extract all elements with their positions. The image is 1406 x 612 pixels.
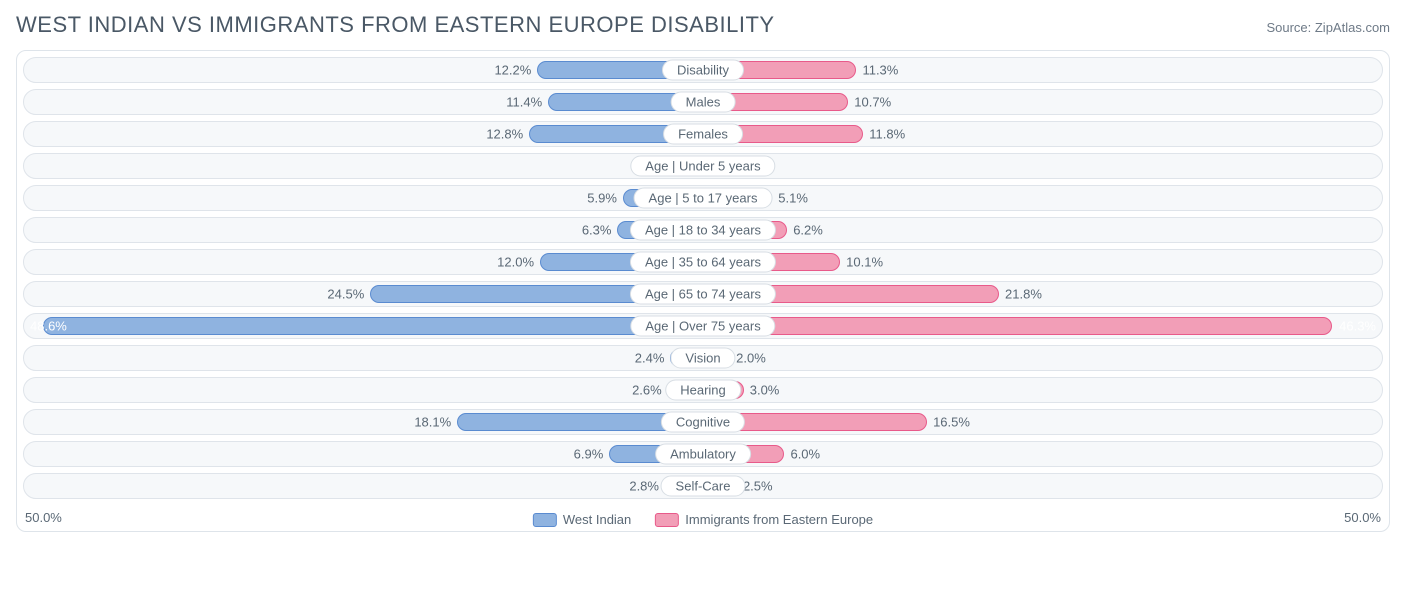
axis-max-right: 50.0% — [1344, 510, 1381, 525]
value-right: 2.0% — [736, 351, 766, 366]
value-right: 5.1% — [778, 191, 808, 206]
value-left: 6.9% — [574, 447, 604, 462]
category-label: Hearing — [665, 380, 741, 401]
value-left: 24.5% — [327, 287, 364, 302]
value-left: 6.3% — [582, 223, 612, 238]
category-label: Cognitive — [661, 412, 745, 433]
category-label: Males — [671, 92, 736, 113]
value-right: 6.2% — [793, 223, 823, 238]
category-label: Vision — [670, 348, 735, 369]
chart-row: 12.0% 10.1% Age | 35 to 64 years — [23, 249, 1383, 275]
chart-row: 6.9% 6.0% Ambulatory — [23, 441, 1383, 467]
value-right: 16.5% — [933, 415, 970, 430]
legend-swatch-right — [655, 513, 679, 527]
chart-title: WEST INDIAN VS IMMIGRANTS FROM EASTERN E… — [16, 12, 775, 38]
value-left: 18.1% — [414, 415, 451, 430]
value-left: 5.9% — [587, 191, 617, 206]
value-right: 11.8% — [869, 127, 905, 142]
category-label: Age | 18 to 34 years — [630, 220, 776, 241]
chart-row: 18.1% 16.5% Cognitive — [23, 409, 1383, 435]
value-left: 48.6% — [30, 319, 67, 334]
category-label: Age | Under 5 years — [630, 156, 775, 177]
category-label: Age | 5 to 17 years — [634, 188, 773, 209]
value-right: 2.5% — [743, 479, 773, 494]
legend: West Indian Immigrants from Eastern Euro… — [533, 512, 873, 527]
chart-row: 48.6% 46.3% Age | Over 75 years — [23, 313, 1383, 339]
chart-footer: 50.0% West Indian Immigrants from Easter… — [23, 503, 1383, 527]
value-right: 6.0% — [790, 447, 820, 462]
value-left: 11.4% — [506, 95, 542, 110]
legend-item-left: West Indian — [533, 512, 631, 527]
category-label: Ambulatory — [655, 444, 751, 465]
chart-row: 24.5% 21.8% Age | 65 to 74 years — [23, 281, 1383, 307]
legend-label-right: Immigrants from Eastern Europe — [685, 512, 873, 527]
chart-row: 11.4% 10.7% Males — [23, 89, 1383, 115]
category-label: Age | 35 to 64 years — [630, 252, 776, 273]
value-left: 12.2% — [494, 63, 531, 78]
category-label: Age | Over 75 years — [630, 316, 775, 337]
value-right: 21.8% — [1005, 287, 1042, 302]
value-right: 11.3% — [862, 63, 898, 78]
value-right: 46.3% — [1339, 319, 1376, 334]
category-label: Disability — [662, 60, 744, 81]
chart-row: 2.4% 2.0%Vision — [23, 345, 1383, 371]
value-left: 2.4% — [635, 351, 665, 366]
chart-row: 12.8% 11.8% Females — [23, 121, 1383, 147]
value-right: 10.7% — [854, 95, 891, 110]
value-right: 3.0% — [750, 383, 780, 398]
chart-row: 12.2% 11.3% Disability — [23, 57, 1383, 83]
legend-item-right: Immigrants from Eastern Europe — [655, 512, 873, 527]
chart-row: 5.9% 5.1% Age | 5 to 17 years — [23, 185, 1383, 211]
category-label: Age | 65 to 74 years — [630, 284, 776, 305]
category-label: Females — [663, 124, 743, 145]
chart-row: 2.6% 3.0% Hearing — [23, 377, 1383, 403]
value-left: 12.0% — [497, 255, 534, 270]
legend-label-left: West Indian — [563, 512, 631, 527]
axis-max-left: 50.0% — [25, 510, 62, 525]
bar-right — [703, 317, 1332, 335]
chart-row: 1.1%1.2%Age | Under 5 years — [23, 153, 1383, 179]
legend-swatch-left — [533, 513, 557, 527]
chart-row: 6.3% 6.2% Age | 18 to 34 years — [23, 217, 1383, 243]
value-right: 10.1% — [846, 255, 883, 270]
chart-container: 12.2% 11.3% Disability 11.4% 10.7% Males 12.8%… — [16, 50, 1390, 532]
bar-left — [43, 317, 703, 335]
value-left: 2.6% — [632, 383, 662, 398]
source-attribution: Source: ZipAtlas.com — [1266, 20, 1390, 35]
chart-row: 2.8% 2.5%Self-Care — [23, 473, 1383, 499]
category-label: Self-Care — [661, 476, 746, 497]
value-left: 12.8% — [486, 127, 523, 142]
value-left: 2.8% — [629, 479, 659, 494]
